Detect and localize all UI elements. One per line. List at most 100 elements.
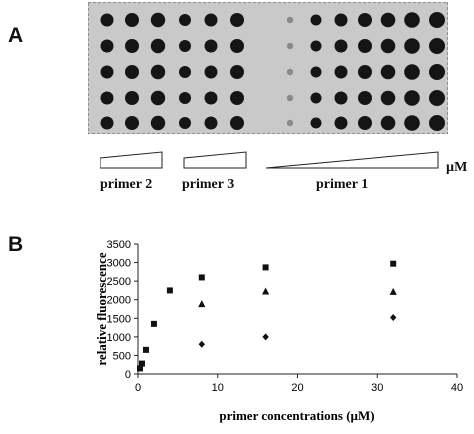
y-tick-label: 500 xyxy=(113,350,131,362)
blot-dot xyxy=(125,116,139,130)
y-tick-label: 3000 xyxy=(107,258,131,270)
blot-dot xyxy=(310,14,322,26)
blot-dot xyxy=(179,66,191,78)
blot-dot xyxy=(125,39,139,53)
y-tick-label: 1000 xyxy=(107,332,131,344)
blot-dot xyxy=(204,91,218,105)
blot-dot xyxy=(404,38,420,54)
blot-dot xyxy=(230,65,244,79)
blot-dot xyxy=(358,39,372,53)
primer-2-wedge xyxy=(100,151,163,169)
blot-dot xyxy=(286,42,294,50)
blot-dot xyxy=(204,13,218,27)
blot-dot xyxy=(310,92,322,104)
y-axis-title: relative fluorescence xyxy=(94,252,109,365)
data-point-square xyxy=(166,287,173,294)
blot-dot xyxy=(380,38,396,54)
blot-dot xyxy=(125,65,139,79)
x-tick-label: 10 xyxy=(212,382,224,394)
data-point-square xyxy=(262,264,269,271)
blot-dot xyxy=(429,38,445,54)
primer-2-label: primer 2 xyxy=(100,177,153,192)
blot-dot xyxy=(100,39,114,53)
y-tick-label: 2000 xyxy=(107,295,131,307)
blot-dot xyxy=(380,12,396,28)
blot-dot xyxy=(310,66,322,78)
blot-dot xyxy=(125,91,139,105)
blot-dot xyxy=(429,115,445,131)
primer-3-wedge xyxy=(183,151,247,169)
blot-dot xyxy=(230,13,244,27)
blot-dot xyxy=(230,39,244,53)
blot-dot xyxy=(358,65,372,79)
panel-a-label: A xyxy=(8,24,24,47)
blot-dot xyxy=(150,38,166,54)
blot-dot xyxy=(334,91,348,105)
blot-dot xyxy=(429,12,445,28)
blot-dot xyxy=(179,117,191,129)
x-axis-title: primer concentrations (µM) xyxy=(219,408,374,423)
y-tick-label: 3500 xyxy=(107,239,131,251)
blot-dot xyxy=(230,91,244,105)
blot-dot xyxy=(204,116,218,130)
y-tick-label: 1500 xyxy=(107,313,131,325)
primer-3-label: primer 3 xyxy=(182,177,235,192)
blot-dot xyxy=(204,65,218,79)
blot-dot xyxy=(334,39,348,53)
blot-dot xyxy=(100,91,114,105)
blot-dot xyxy=(150,12,166,28)
data-point-square xyxy=(390,260,397,267)
blot-dot xyxy=(100,13,114,27)
y-tick-label: 0 xyxy=(125,369,131,381)
blot-dot xyxy=(358,13,372,27)
blot-dot xyxy=(310,117,322,129)
data-point-diamond xyxy=(262,333,269,341)
blot-dot xyxy=(100,116,114,130)
blot-dot xyxy=(429,90,445,106)
data-point-triangle xyxy=(262,287,270,295)
blot-dot xyxy=(179,40,191,52)
blot-dot xyxy=(204,39,218,53)
data-point-square xyxy=(142,346,149,353)
blot-dot xyxy=(179,14,191,26)
dot-blot-image xyxy=(88,2,448,134)
data-point-triangle xyxy=(389,287,397,295)
data-point-square xyxy=(138,360,145,367)
primer-1-wedge xyxy=(265,151,439,169)
blot-dot xyxy=(150,90,166,106)
blot-dot xyxy=(179,92,191,104)
x-tick-label: 40 xyxy=(451,382,463,394)
blot-dot xyxy=(286,119,294,127)
blot-dot xyxy=(100,65,114,79)
data-point-square xyxy=(150,320,157,327)
concentration-unit: µM xyxy=(446,160,468,175)
blot-dot xyxy=(334,116,348,130)
blot-dot xyxy=(150,64,166,80)
blot-dot xyxy=(310,40,322,52)
panel-b-label: B xyxy=(8,233,24,256)
x-tick-label: 30 xyxy=(371,382,383,394)
data-point-diamond xyxy=(390,314,397,322)
blot-dot xyxy=(404,115,420,131)
y-tick-label: 2500 xyxy=(107,276,131,288)
blot-dot xyxy=(429,64,445,80)
blot-dot xyxy=(286,68,294,76)
blot-dot xyxy=(286,16,294,24)
data-point-triangle xyxy=(198,300,206,308)
concentration-wedges xyxy=(100,151,439,169)
blot-dot xyxy=(358,91,372,105)
blot-dot xyxy=(404,90,420,106)
fluorescence-chart: 0 500 1000 1500 2000 2500 3000 3500 0 10 20 30 40 r… xyxy=(94,239,463,423)
x-tick-label: 20 xyxy=(291,382,303,394)
data-point-square xyxy=(198,274,205,281)
blot-dot xyxy=(380,90,396,106)
blot-dot xyxy=(404,64,420,80)
data-point-square xyxy=(136,365,143,372)
data-point-diamond xyxy=(198,340,205,348)
blot-dot xyxy=(404,12,420,28)
blot-dot xyxy=(358,116,372,130)
blot-dot xyxy=(334,13,348,27)
blot-dot xyxy=(380,115,396,131)
x-tick-label: 0 xyxy=(135,382,141,394)
blot-dot xyxy=(230,116,244,130)
